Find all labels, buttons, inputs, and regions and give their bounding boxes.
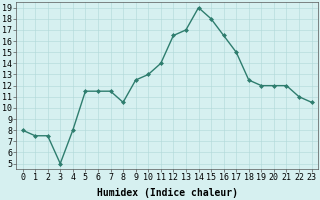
X-axis label: Humidex (Indice chaleur): Humidex (Indice chaleur) [97,188,237,198]
